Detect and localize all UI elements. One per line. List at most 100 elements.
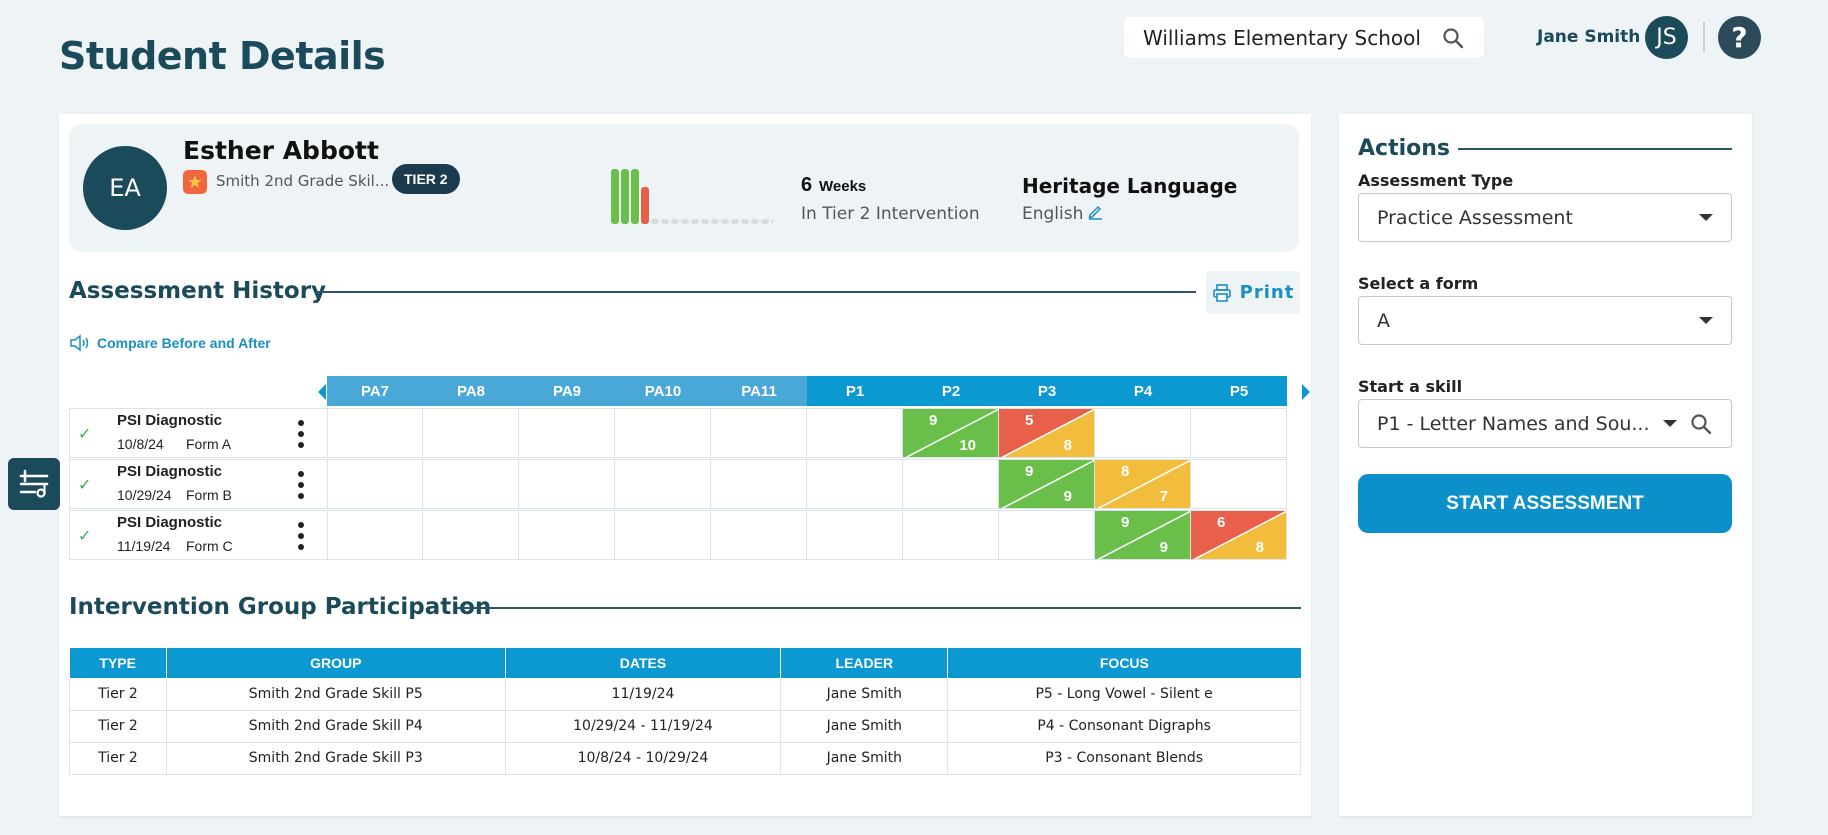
empty-cell [903, 459, 999, 509]
intervention-table: TYPE GROUP DATES LEADER FOCUS Tier 2 Smith 2n… [69, 648, 1301, 775]
skill-grid-header: PA7 PA8 PA9 PA10 PA11 P1 P2 P3 P4 P5 [327, 376, 1301, 406]
skill-column-p3: P3 [999, 376, 1095, 406]
pencil-icon[interactable] [1087, 203, 1104, 220]
week-bar [721, 219, 729, 224]
score-split-graphic [999, 409, 1094, 457]
empty-cell [903, 510, 999, 560]
assessment-type-select[interactable]: Practice Assessment [1358, 193, 1732, 242]
kebab-menu-icon[interactable] [298, 471, 304, 499]
post-score: 10 [959, 437, 976, 454]
assessment-date: 11/19/24 [117, 538, 171, 554]
post-score: 9 [1159, 539, 1168, 556]
skill-column-pa8: PA8 [423, 376, 519, 406]
chevron-down-icon [1663, 420, 1677, 427]
week-bar [771, 219, 773, 224]
score-split-graphic [999, 460, 1094, 508]
user-avatar[interactable]: JS [1645, 16, 1688, 59]
column-header-leader: LEADER [780, 648, 949, 679]
form-select[interactable]: A [1358, 296, 1732, 345]
week-bar [621, 169, 629, 224]
heritage-label: Heritage Language [1022, 174, 1238, 198]
skill-column-p4: P4 [1095, 376, 1191, 406]
assessment-type-label: Assessment Type [1358, 171, 1514, 190]
assessment-form: Form A [186, 436, 232, 452]
empty-cell [807, 459, 903, 509]
pre-score: 8 [1121, 463, 1130, 480]
week-bar [741, 219, 749, 224]
user-name[interactable]: Jane Smith [1537, 27, 1641, 47]
table-cell: Tier 2 [69, 741, 167, 775]
empty-cell [327, 510, 423, 560]
skill-column-pa10: PA10 [615, 376, 711, 406]
score-cell[interactable]: 9 10 [903, 408, 999, 458]
skill-column-p2: P2 [903, 376, 999, 406]
assessment-date: 10/8/24 [117, 436, 164, 452]
table-row: Tier 2 Smith 2nd Grade Skill P4 10/29/24 -… [69, 709, 1301, 743]
scroll-left-arrow[interactable] [318, 384, 326, 400]
heritage-value: English [1022, 204, 1084, 224]
empty-cell [711, 459, 807, 509]
empty-cell [615, 510, 711, 560]
school-search[interactable]: Williams Elementary School [1124, 17, 1484, 58]
kebab-menu-icon[interactable] [298, 420, 304, 448]
skill-column-pa7: PA7 [327, 376, 423, 406]
empty-cell [423, 459, 519, 509]
score-split-graphic [1095, 460, 1190, 508]
score-split-graphic [1095, 511, 1190, 559]
compare-before-after-link[interactable]: Compare Before and After [69, 334, 271, 352]
table-cell: Jane Smith [780, 709, 949, 743]
column-header-dates: DATES [504, 648, 782, 679]
pre-score: 9 [1121, 514, 1130, 531]
table-cell: Smith 2nd Grade Skill P4 [165, 709, 506, 743]
help-button[interactable]: ? [1718, 16, 1761, 59]
chevron-down-icon [1699, 317, 1713, 324]
page-title: Student Details [59, 34, 386, 78]
assessment-name: PSI Diagnostic [117, 463, 223, 480]
skill-select[interactable]: P1 - Letter Names and Sou... [1358, 399, 1732, 448]
start-assessment-button[interactable]: START ASSESSMENT [1358, 474, 1732, 533]
search-icon[interactable] [1689, 412, 1713, 436]
column-header-focus: FOCUS [947, 648, 1301, 679]
weeks-bar-chart [611, 169, 773, 224]
assessment-form: Form C [186, 538, 233, 554]
empty-cell [327, 408, 423, 458]
week-bar [611, 169, 619, 224]
score-split-graphic [1191, 511, 1286, 559]
week-bar [761, 219, 769, 224]
week-bar [701, 219, 709, 224]
empty-cell [519, 459, 615, 509]
column-header-type: TYPE [69, 648, 167, 679]
empty-cell [999, 510, 1095, 560]
skill-column-pa9: PA9 [519, 376, 615, 406]
table-row: Tier 2 Smith 2nd Grade Skill P5 11/19/24 Ja… [69, 677, 1301, 711]
filter-button[interactable] [8, 458, 60, 510]
skill-value: P1 - Letter Names and Sou... [1377, 412, 1650, 435]
search-icon[interactable] [1441, 26, 1465, 50]
student-name: Esther Abbott [183, 136, 379, 165]
print-button[interactable]: Print [1206, 271, 1300, 314]
weeks-count: 6 [801, 174, 813, 196]
kebab-menu-icon[interactable] [298, 522, 304, 550]
table-cell: Smith 2nd Grade Skill P5 [165, 677, 506, 711]
actions-panel: Actions Assessment Type Practice Assessm… [1339, 114, 1752, 816]
empty-cell [327, 459, 423, 509]
student-group[interactable]: Smith 2nd Grade Skil... [216, 172, 390, 190]
skill-label: Start a skill [1358, 377, 1463, 396]
scroll-right-arrow[interactable] [1302, 384, 1310, 400]
post-score: 8 [1063, 437, 1072, 454]
filter-settings-icon [19, 469, 49, 498]
form-label: Select a form [1358, 274, 1479, 293]
table-cell: 10/8/24 - 10/29/24 [504, 741, 782, 775]
pre-score: 5 [1025, 412, 1034, 429]
pre-score: 9 [929, 412, 938, 429]
header-divider [1703, 22, 1705, 52]
week-bar [681, 219, 689, 224]
empty-cell [807, 408, 903, 458]
empty-cell [1095, 408, 1191, 458]
